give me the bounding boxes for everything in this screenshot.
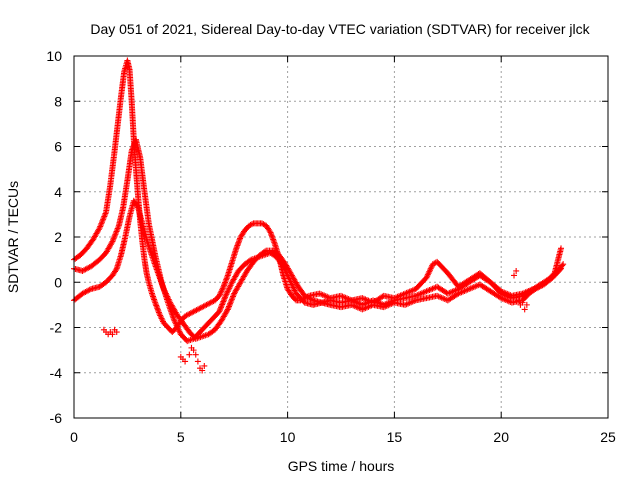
track-marker — [113, 228, 120, 235]
chart-title: Day 051 of 2021, Sidereal Day-to-day VTE… — [90, 21, 590, 37]
track-marker — [223, 307, 230, 314]
y-tick-label: 6 — [54, 139, 62, 155]
data-point — [560, 261, 567, 268]
data-points — [71, 57, 567, 374]
data-point — [515, 297, 522, 304]
track-marker — [261, 248, 268, 255]
track-marker — [228, 296, 235, 303]
track-marker — [114, 227, 121, 234]
track-marker — [227, 300, 234, 307]
tick-marks — [73, 55, 609, 419]
y-axis-title: SDTVAR / TECUs — [5, 181, 21, 293]
track-marker — [225, 304, 232, 311]
track-marker — [102, 210, 109, 217]
track-marker — [98, 219, 105, 226]
track-marker — [219, 300, 226, 307]
track-marker — [218, 302, 225, 309]
x-tick-label: 0 — [70, 429, 78, 445]
data-point — [182, 358, 189, 365]
track-marker — [110, 237, 117, 244]
track-marker — [101, 213, 108, 220]
track-marker — [230, 293, 237, 300]
track-marker — [220, 297, 227, 304]
track-marker — [86, 286, 93, 293]
track-marker — [230, 292, 237, 299]
x-tick-label: 25 — [600, 429, 616, 445]
y-tick-label: 4 — [54, 184, 62, 200]
track-marker — [221, 295, 228, 302]
track-marker — [308, 296, 315, 303]
grid — [74, 56, 608, 418]
track-marker — [559, 262, 566, 269]
y-tick-label: 8 — [54, 93, 62, 109]
y-tick-label: 10 — [46, 48, 62, 64]
data-point — [513, 267, 520, 274]
track-marker — [100, 214, 107, 221]
track-marker — [222, 294, 229, 301]
track-marker — [108, 239, 115, 246]
track-marker — [97, 222, 104, 229]
data-point — [224, 306, 231, 313]
track-marker — [99, 217, 106, 224]
track-marker — [220, 298, 227, 305]
y-tick-label: 2 — [54, 229, 62, 245]
track-marker — [100, 216, 107, 223]
data-point — [199, 367, 206, 374]
track-marker — [134, 203, 141, 210]
track-marker — [111, 232, 118, 239]
track-marker — [112, 229, 119, 236]
track-marker — [110, 235, 117, 242]
track-marker — [266, 228, 273, 235]
data-point — [96, 224, 103, 231]
track-marker — [217, 304, 224, 311]
y-tick-label: -2 — [50, 320, 63, 336]
x-axis-title: GPS time / hours — [288, 458, 395, 474]
data-point — [113, 329, 120, 336]
track-marker — [112, 231, 119, 238]
data-point — [558, 265, 565, 272]
data-point — [519, 299, 526, 306]
track-marker — [249, 221, 255, 228]
track-marker — [228, 297, 235, 304]
y-tick-label: 0 — [54, 274, 62, 290]
track-marker — [114, 225, 121, 232]
x-tick-label: 15 — [387, 429, 403, 445]
data-point — [511, 272, 518, 279]
data-point — [201, 362, 208, 369]
data-point — [192, 351, 199, 358]
x-tick-label: 5 — [177, 429, 185, 445]
track-marker — [227, 299, 234, 306]
track-marker — [101, 211, 108, 218]
track-marker — [225, 303, 232, 310]
track-marker — [226, 302, 233, 309]
x-tick-label: 10 — [280, 429, 296, 445]
y-tick-label: -6 — [50, 410, 63, 426]
track-marker — [556, 266, 563, 273]
track-marker — [216, 307, 223, 314]
track-marker — [217, 305, 224, 312]
data-point — [194, 358, 201, 365]
data-point — [523, 301, 530, 308]
y-tick-label: -4 — [50, 365, 63, 381]
track-marker — [229, 294, 236, 301]
track-marker — [115, 224, 122, 231]
data-point — [186, 351, 193, 358]
track-marker — [219, 301, 226, 308]
track-marker — [260, 221, 267, 228]
track-marker — [95, 226, 102, 233]
data-point — [521, 306, 528, 313]
y-tick-labels: -6 -4 -2 0 2 4 6 8 10 — [46, 48, 62, 426]
data-point — [190, 347, 197, 354]
x-tick-label: 20 — [493, 429, 509, 445]
data-point — [109, 331, 116, 338]
data-point — [558, 245, 565, 252]
x-tick-labels: 0 5 10 15 20 25 — [70, 429, 616, 445]
track-marker — [111, 234, 118, 241]
track-marker — [97, 223, 104, 230]
track-marker — [112, 267, 119, 274]
track-marker — [98, 220, 105, 227]
data-point — [216, 308, 223, 315]
data-point — [109, 238, 116, 245]
